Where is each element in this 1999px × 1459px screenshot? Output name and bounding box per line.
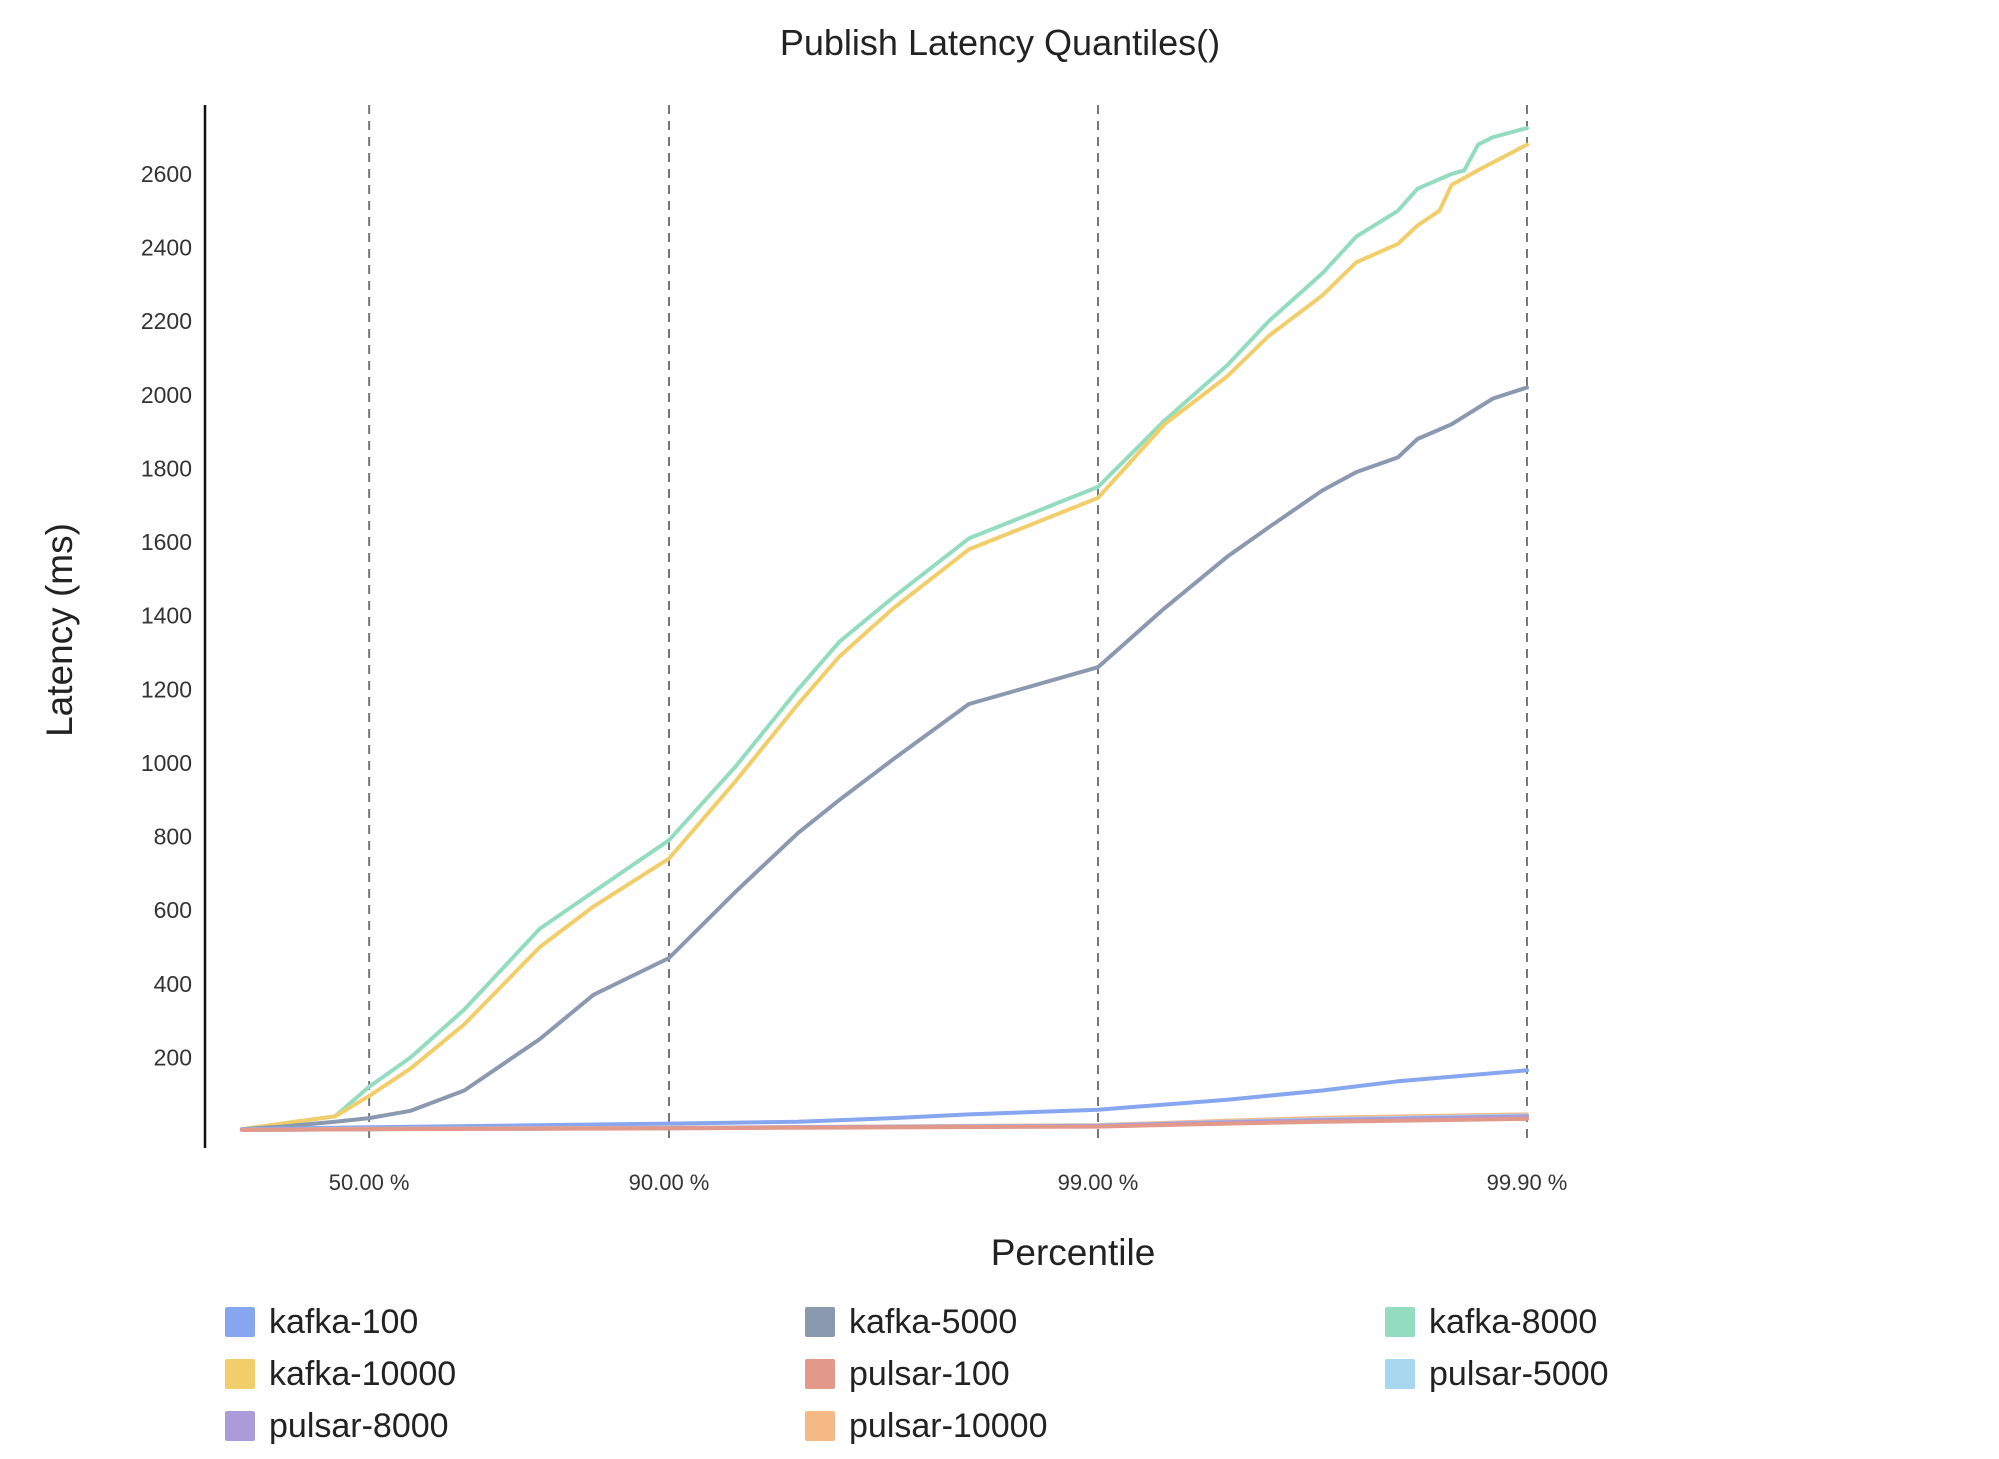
y-tick-label: 200 [154,1044,192,1070]
legend-label: pulsar-100 [849,1354,1010,1393]
series-line-pulsar-100 [239,1116,1529,1132]
y-tick-label: 2200 [141,308,192,334]
y-axis-label: Latency (ms) [39,523,80,737]
series-line-kafka-100 [239,1068,1529,1132]
legend-swatch [805,1359,835,1389]
chart-title: Publish Latency Quantiles() [780,22,1220,63]
legend-swatch [225,1307,255,1337]
legend-item-pulsar-8000[interactable]: pulsar-8000 [225,1404,449,1448]
legend-swatch [805,1411,835,1441]
legend-label: kafka-5000 [849,1302,1018,1341]
x-axis-label: Percentile [991,1232,1156,1273]
legend-swatch [225,1411,255,1441]
legend-item-kafka-5000[interactable]: kafka-5000 [805,1300,1017,1344]
legend-item-kafka-10000[interactable]: kafka-10000 [225,1352,456,1396]
y-tick-label: 2000 [141,382,192,408]
y-tick-label: 1200 [141,676,192,702]
legend-swatch [225,1359,255,1389]
y-tick-label: 2600 [141,161,192,187]
x-tick-labels: 50.00 % 90.00 % 99.00 % 99.90 % [329,1170,1568,1195]
legend-item-pulsar-10000[interactable]: pulsar-10000 [805,1404,1047,1448]
x-gridlines [368,105,1528,1140]
series-lines [239,126,1529,1132]
x-tick-label: 50.00 % [329,1170,410,1195]
legend-item-kafka-8000[interactable]: kafka-8000 [1385,1300,1597,1344]
legend-swatch [805,1307,835,1337]
legend-label: kafka-8000 [1429,1302,1598,1341]
y-tick-label: 1600 [141,529,192,555]
legend-item-pulsar-100[interactable]: pulsar-100 [805,1352,1010,1396]
y-tick-label: 800 [154,824,192,850]
legend-item-kafka-100[interactable]: kafka-100 [225,1300,418,1344]
legend-swatch [1385,1307,1415,1337]
x-tick-label: 90.00 % [629,1170,710,1195]
legend-item-pulsar-5000[interactable]: pulsar-5000 [1385,1352,1609,1396]
y-tick-label: 400 [154,971,192,997]
x-tick-label: 99.00 % [1058,1170,1139,1195]
y-tick-label: 1800 [141,455,192,481]
legend-swatch [1385,1359,1415,1389]
series-line-kafka-5000 [239,385,1529,1132]
y-tick-label: 2400 [141,235,192,261]
legend-label: kafka-100 [269,1302,419,1341]
legend-label: pulsar-8000 [269,1406,449,1445]
y-tick-label: 1000 [141,750,192,776]
x-tick-label: 99.90 % [1487,1170,1568,1195]
legend-label: kafka-10000 [269,1354,457,1393]
y-tick-labels: 200 400 600 800 1000 1200 1400 1600 1800 2000 2200… [141,161,192,1070]
y-tick-label: 1400 [141,603,192,629]
y-tick-label: 600 [154,897,192,923]
series-line-kafka-10000 [239,142,1529,1132]
series-line-kafka-8000 [239,126,1529,1132]
legend-label: pulsar-10000 [849,1406,1048,1445]
legend-label: pulsar-5000 [1429,1354,1609,1393]
